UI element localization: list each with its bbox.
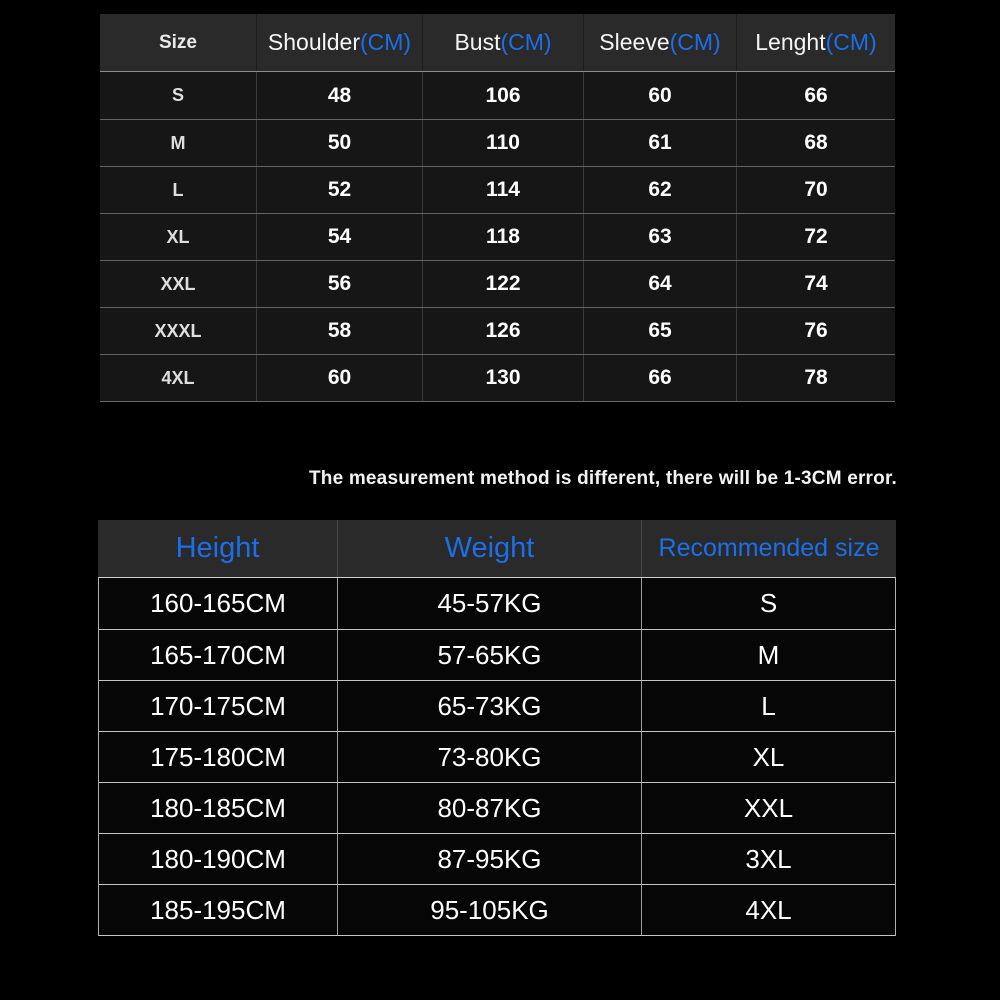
table-cell: 160-165CM	[150, 588, 286, 618]
table-cell: XXL	[160, 273, 196, 294]
size-table-body: S 48 106 60 66 M 50 110 61 68 L 52 114 62 70 XL 54 118 63 7…	[100, 71, 895, 402]
table-cell: 4XL	[161, 367, 195, 388]
table-cell: 50	[256, 120, 422, 166]
table-cell: 57-65KG	[337, 630, 641, 680]
table-cell: 64	[583, 261, 736, 307]
table-row: XL 54 118 63 72	[100, 213, 895, 260]
table-row: S 48 106 60 66	[100, 72, 895, 119]
table-cell: 76	[736, 308, 895, 354]
column-header-unit: (CM)	[669, 29, 721, 55]
table-cell: 4XL	[641, 885, 895, 935]
column-header: Shoulder (CM)	[256, 14, 422, 71]
table-cell: S	[171, 85, 184, 105]
column-header: Sleeve (CM)	[583, 14, 736, 71]
table-cell: 73-80KG	[337, 732, 641, 782]
table-cell: 110	[422, 120, 583, 166]
table-cell: 60	[583, 72, 736, 119]
table-cell: 87-95KG	[337, 834, 641, 884]
column-header: Bust (CM)	[422, 14, 583, 71]
table-row: 170-175CM 65-73KG L	[99, 680, 895, 731]
table-cell: 170-175CM	[150, 690, 286, 721]
table-cell: 70	[736, 167, 895, 213]
column-header-label: Sleeve	[599, 29, 670, 55]
table-cell: 130	[422, 355, 583, 401]
column-header: Weight	[337, 520, 641, 577]
fit-table: Height Weight Recommended size 160-165CM 45…	[98, 520, 896, 936]
table-cell: 63	[583, 214, 736, 260]
table-cell: XL	[641, 732, 895, 782]
column-header-unit: (CM)	[500, 29, 552, 55]
table-cell: 60	[256, 355, 422, 401]
table-cell: 95-105KG	[337, 885, 641, 935]
table-row: XXXL 58 126 65 76	[100, 307, 895, 354]
table-cell: 175-180CM	[150, 741, 286, 772]
table-cell: 52	[256, 167, 422, 213]
column-header-label: Recommended size	[658, 534, 880, 562]
table-cell: 180-190CM	[150, 843, 286, 874]
table-row: 180-190CM 87-95KG 3XL	[99, 833, 895, 884]
column-header-label: Shoulder	[267, 29, 360, 55]
table-cell: 58	[256, 308, 422, 354]
table-cell: 78	[736, 355, 895, 401]
column-header-label: Lenght	[755, 29, 826, 55]
table-cell: 165-170CM	[150, 639, 286, 670]
column-header-unit: (CM)	[825, 29, 877, 55]
table-row: L 52 114 62 70	[100, 166, 895, 213]
table-row: 160-165CM 45-57KG S	[99, 578, 895, 629]
table-cell: 54	[256, 214, 422, 260]
fit-table-body: 160-165CM 45-57KG S 165-170CM 57-65KG M 170-17…	[98, 577, 896, 936]
table-row: 185-195CM 95-105KG 4XL	[99, 884, 895, 935]
table-cell: 72	[736, 214, 895, 260]
table-cell: 66	[583, 355, 736, 401]
column-header-unit: (CM)	[359, 29, 412, 55]
table-cell: L	[172, 179, 184, 200]
table-cell: XL	[166, 226, 190, 247]
table-cell: 122	[422, 261, 583, 307]
table-cell: 45-57KG	[337, 578, 641, 629]
table-cell: 66	[736, 72, 895, 119]
table-cell: 114	[422, 167, 583, 213]
table-cell: 56	[256, 261, 422, 307]
table-row: 165-170CM 57-65KG M	[99, 629, 895, 680]
size-table: Size Shoulder (CM) Bust (CM) Sleeve (CM) Lenght…	[100, 14, 895, 402]
column-header-label: Weight	[444, 532, 535, 564]
table-row: XXL 56 122 64 74	[100, 260, 895, 307]
table-cell: 3XL	[641, 834, 895, 884]
table-row: 180-185CM 80-87KG XXL	[99, 782, 895, 833]
measurement-note: The measurement method is different, the…	[308, 468, 897, 489]
table-cell: 61	[583, 120, 736, 166]
table-cell: 62	[583, 167, 736, 213]
table-cell: 80-87KG	[337, 783, 641, 833]
column-header: Recommended size	[641, 520, 896, 577]
table-cell: 65	[583, 308, 736, 354]
column-header-label: Height	[175, 532, 260, 564]
table-cell: XXXL	[154, 320, 202, 341]
table-row: M 50 110 61 68	[100, 119, 895, 166]
table-cell: 74	[736, 261, 895, 307]
column-header: Size	[100, 14, 256, 71]
fit-table-header: Height Weight Recommended size	[98, 520, 896, 577]
table-cell: 48	[256, 72, 422, 119]
table-cell: 106	[422, 72, 583, 119]
table-cell: S	[641, 578, 895, 629]
table-cell: 118	[422, 214, 583, 260]
table-row: 175-180CM 73-80KG XL	[99, 731, 895, 782]
table-cell: 68	[736, 120, 895, 166]
table-cell: L	[641, 681, 895, 731]
table-row: 4XL 60 130 66 78	[100, 354, 895, 401]
table-cell: 65-73KG	[337, 681, 641, 731]
column-header-label: Size	[158, 31, 198, 53]
column-header: Height	[98, 520, 337, 577]
table-cell: M	[641, 630, 895, 680]
size-table-header: Size Shoulder (CM) Bust (CM) Sleeve (CM) Lenght…	[100, 14, 895, 71]
column-header-label: Bust	[454, 29, 501, 55]
table-cell: 126	[422, 308, 583, 354]
column-header: Lenght (CM)	[736, 14, 895, 71]
table-cell: 180-185CM	[150, 792, 286, 823]
table-cell: XXL	[641, 783, 895, 833]
table-cell: 185-195CM	[150, 894, 286, 925]
table-cell: M	[170, 132, 186, 153]
